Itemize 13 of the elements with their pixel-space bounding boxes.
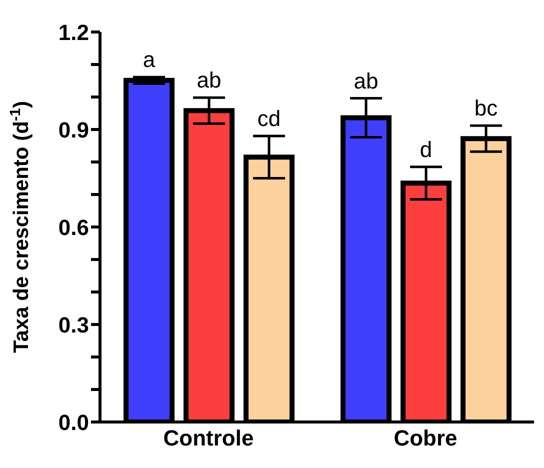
- data-label: d: [420, 136, 432, 162]
- data-label: cd: [257, 106, 281, 131]
- y-tick-label: 1.2: [58, 20, 89, 45]
- x-tick-label: Cobre: [394, 426, 458, 451]
- y-tick-label: 0.3: [58, 312, 89, 338]
- x-tick-label: Controle: [163, 426, 254, 451]
- data-label: a: [142, 47, 156, 72]
- y-tick-label: 0.6: [58, 214, 89, 240]
- y-tick-label: 0.0: [58, 410, 89, 435]
- data-label: bc: [474, 96, 498, 121]
- data-label: ab: [196, 68, 222, 93]
- data-label: ab: [354, 68, 378, 94]
- y-tick-label: 0.9: [58, 117, 89, 142]
